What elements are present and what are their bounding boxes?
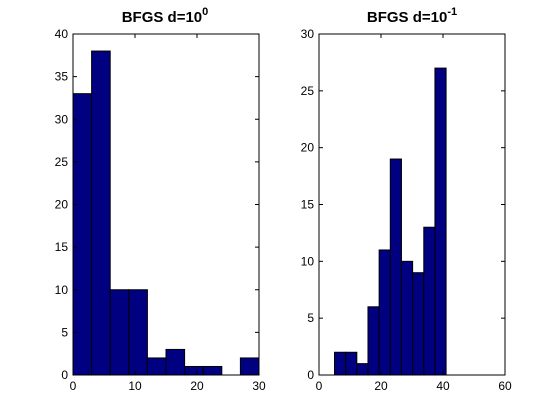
y-axis: 0 5 10 15 20 25 30	[301, 27, 505, 382]
x-tick-label: 20	[190, 379, 204, 393]
x-tick-label: 0	[316, 379, 323, 393]
histogram-bar	[146, 357, 167, 376]
y-tick-label: 30	[301, 27, 315, 41]
chart-title: BFGS d=10-1	[367, 6, 457, 26]
x-tick-label: 0	[70, 379, 77, 393]
chart-title: BFGS d=100	[122, 6, 209, 26]
chart-bfgs-d-10-0: 0 5 10 15 20 25 30 35 40 0 10 20 30 BFGS d=100	[55, 6, 266, 393]
histogram-bar	[128, 289, 148, 376]
histogram-bar	[434, 67, 447, 376]
chart-bfgs-d-10-minus-1: 0 5 10 15 20 25 30 0 20 40 60 BFGS d=10-1	[301, 6, 512, 393]
y-tick-label: 40	[55, 27, 69, 41]
y-tick-label: 5	[61, 325, 68, 339]
histogram-bar	[389, 158, 402, 376]
histogram-bars	[334, 67, 447, 376]
histogram-bar	[165, 348, 186, 376]
y-tick-label: 5	[307, 311, 314, 325]
histogram-bar	[334, 351, 347, 376]
y-tick-label: 30	[55, 112, 69, 126]
x-tick-label: 40	[436, 379, 450, 393]
y-tick-label: 0	[307, 368, 314, 382]
histogram-bar	[367, 306, 380, 376]
histogram-bar	[91, 50, 111, 376]
x-tick-label: 30	[252, 379, 266, 393]
histogram-bar	[412, 272, 425, 376]
histogram-bar	[345, 351, 358, 376]
histogram-bar	[378, 249, 391, 376]
x-tick-label: 60	[498, 379, 512, 393]
histogram-bar	[184, 365, 204, 376]
x-tick-label: 20	[374, 379, 388, 393]
y-axis: 0 5 10 15 20 25 30 35 40	[55, 27, 259, 382]
histogram-bar	[202, 365, 223, 376]
y-tick-label: 20	[55, 198, 69, 212]
y-tick-label: 10	[301, 254, 315, 268]
y-tick-label: 0	[61, 368, 68, 382]
histogram-bar	[239, 357, 260, 376]
y-tick-label: 35	[55, 70, 69, 84]
y-tick-label: 15	[55, 240, 69, 254]
y-tick-label: 20	[301, 141, 315, 155]
y-tick-label: 10	[55, 283, 69, 297]
x-tick-label: 10	[128, 379, 142, 393]
histogram-bars	[72, 50, 260, 376]
y-tick-label: 15	[301, 198, 315, 212]
histogram-bar	[423, 226, 436, 376]
histogram-bar	[109, 289, 130, 376]
x-axis: 0 10 20 30	[70, 34, 266, 393]
y-tick-label: 25	[301, 84, 315, 98]
y-tick-label: 25	[55, 155, 69, 169]
histogram-bar	[356, 363, 369, 376]
x-axis: 0 20 40 60	[316, 34, 512, 393]
histogram-bar	[400, 260, 414, 376]
